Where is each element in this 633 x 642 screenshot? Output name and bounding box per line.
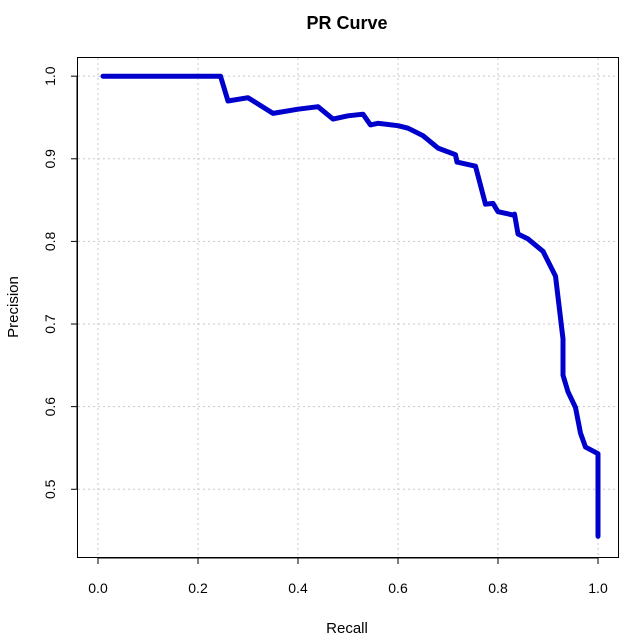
plot-frame — [77, 57, 619, 558]
x-tick-label: 0.4 — [288, 580, 308, 596]
y-tick-label: 0.9 — [42, 149, 58, 169]
y-tick-label: 1.0 — [42, 66, 58, 86]
y-tick-label: 0.7 — [42, 314, 58, 334]
chart-title: PR Curve — [306, 13, 387, 33]
y-axis-label: Precision — [5, 276, 22, 338]
x-axis-label: Recall — [326, 620, 368, 637]
y-tick-label: 0.6 — [42, 397, 58, 417]
x-tick-label: 0.8 — [488, 580, 508, 596]
y-axis: 0.5 0.6 0.7 0.8 0.9 1.0 — [42, 66, 78, 499]
x-tick-label: 0.2 — [188, 580, 208, 596]
grid — [78, 58, 618, 557]
y-tick-label: 0.5 — [42, 479, 58, 499]
x-tick-label: 1.0 — [588, 580, 608, 596]
y-tick-label: 0.8 — [42, 231, 58, 251]
x-axis: 0.0 0.2 0.4 0.6 0.8 1.0 — [88, 557, 608, 596]
pr-curve-line — [100, 73, 601, 539]
x-tick-label: 0.6 — [388, 580, 408, 596]
x-tick-label: 0.0 — [88, 580, 108, 596]
